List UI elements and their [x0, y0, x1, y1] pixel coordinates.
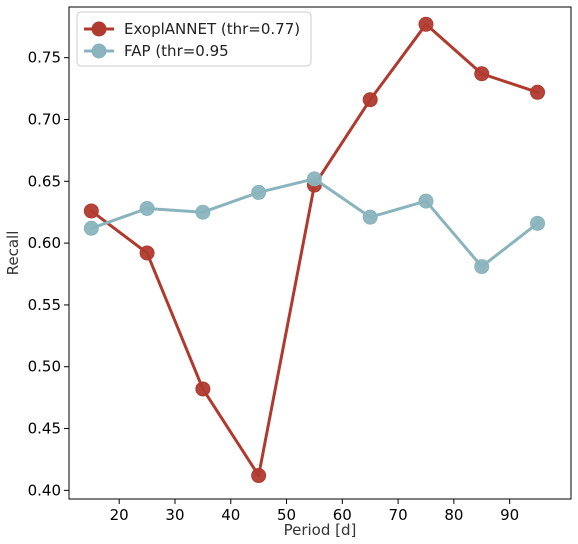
- y-tick-label-0.45: 0.45: [28, 420, 61, 438]
- series-layer: [83, 16, 546, 484]
- data-point-exoplannet-85: [474, 66, 490, 82]
- data-point-exoplannet-65: [362, 92, 378, 108]
- y-tick-label-0.55: 0.55: [28, 296, 61, 314]
- data-point-exoplannet-95: [530, 84, 546, 100]
- y-tick-label-0.70: 0.70: [28, 110, 61, 128]
- legend-entry-fap: FAP (thr=0.95: [84, 42, 229, 60]
- x-tick-label-90: 90: [500, 506, 519, 524]
- x-tick-label-80: 80: [444, 506, 463, 524]
- legend-box: [76, 11, 312, 67]
- data-point-fap-25: [139, 200, 155, 216]
- data-point-exoplannet-45: [251, 468, 267, 484]
- legend: ExoplANNET (thr=0.77) FAP (thr=0.95: [76, 11, 312, 67]
- data-point-exoplannet-15: [83, 203, 99, 219]
- data-point-exoplannet-25: [139, 245, 155, 261]
- legend-marker-exoplannet: [91, 21, 107, 37]
- legend-label-fap: FAP (thr=0.95: [124, 42, 229, 60]
- x-tick-label-70: 70: [389, 506, 408, 524]
- data-point-fap-55: [306, 171, 322, 187]
- data-point-fap-95: [530, 215, 546, 231]
- y-tick-label-0.50: 0.50: [28, 358, 61, 376]
- x-axis-ticks: 20 30 40 50 60 70 80 90: [110, 499, 519, 524]
- x-tick-label-60: 60: [333, 506, 352, 524]
- x-axis-label: Period [d]: [284, 521, 357, 539]
- x-tick-label-50: 50: [277, 506, 296, 524]
- y-tick-label-0.75: 0.75: [28, 49, 61, 67]
- legend-entry-exoplannet: ExoplANNET (thr=0.77): [84, 20, 300, 38]
- y-tick-label-0.60: 0.60: [28, 234, 61, 252]
- x-tick-label-40: 40: [221, 506, 240, 524]
- y-tick-label-0.65: 0.65: [28, 172, 61, 190]
- data-point-exoplannet-35: [195, 381, 211, 397]
- legend-label-exoplannet: ExoplANNET (thr=0.77): [124, 20, 300, 38]
- data-point-fap-85: [474, 259, 490, 275]
- x-tick-label-20: 20: [110, 506, 129, 524]
- y-tick-label-0.40: 0.40: [28, 481, 61, 499]
- data-point-fap-35: [195, 204, 211, 220]
- data-point-fap-45: [251, 184, 267, 200]
- y-axis-ticks: 0.40 0.45 0.50 0.55 0.60 0.65 0.70 0.75: [28, 49, 69, 499]
- legend-marker-fap: [91, 43, 107, 59]
- x-tick-label-30: 30: [165, 506, 184, 524]
- data-point-exoplannet-75: [418, 16, 434, 32]
- y-axis-label: Recall: [4, 231, 22, 276]
- plot-frame: [68, 6, 572, 500]
- data-point-fap-75: [418, 193, 434, 209]
- data-point-fap-15: [83, 220, 99, 236]
- data-point-fap-65: [362, 209, 378, 225]
